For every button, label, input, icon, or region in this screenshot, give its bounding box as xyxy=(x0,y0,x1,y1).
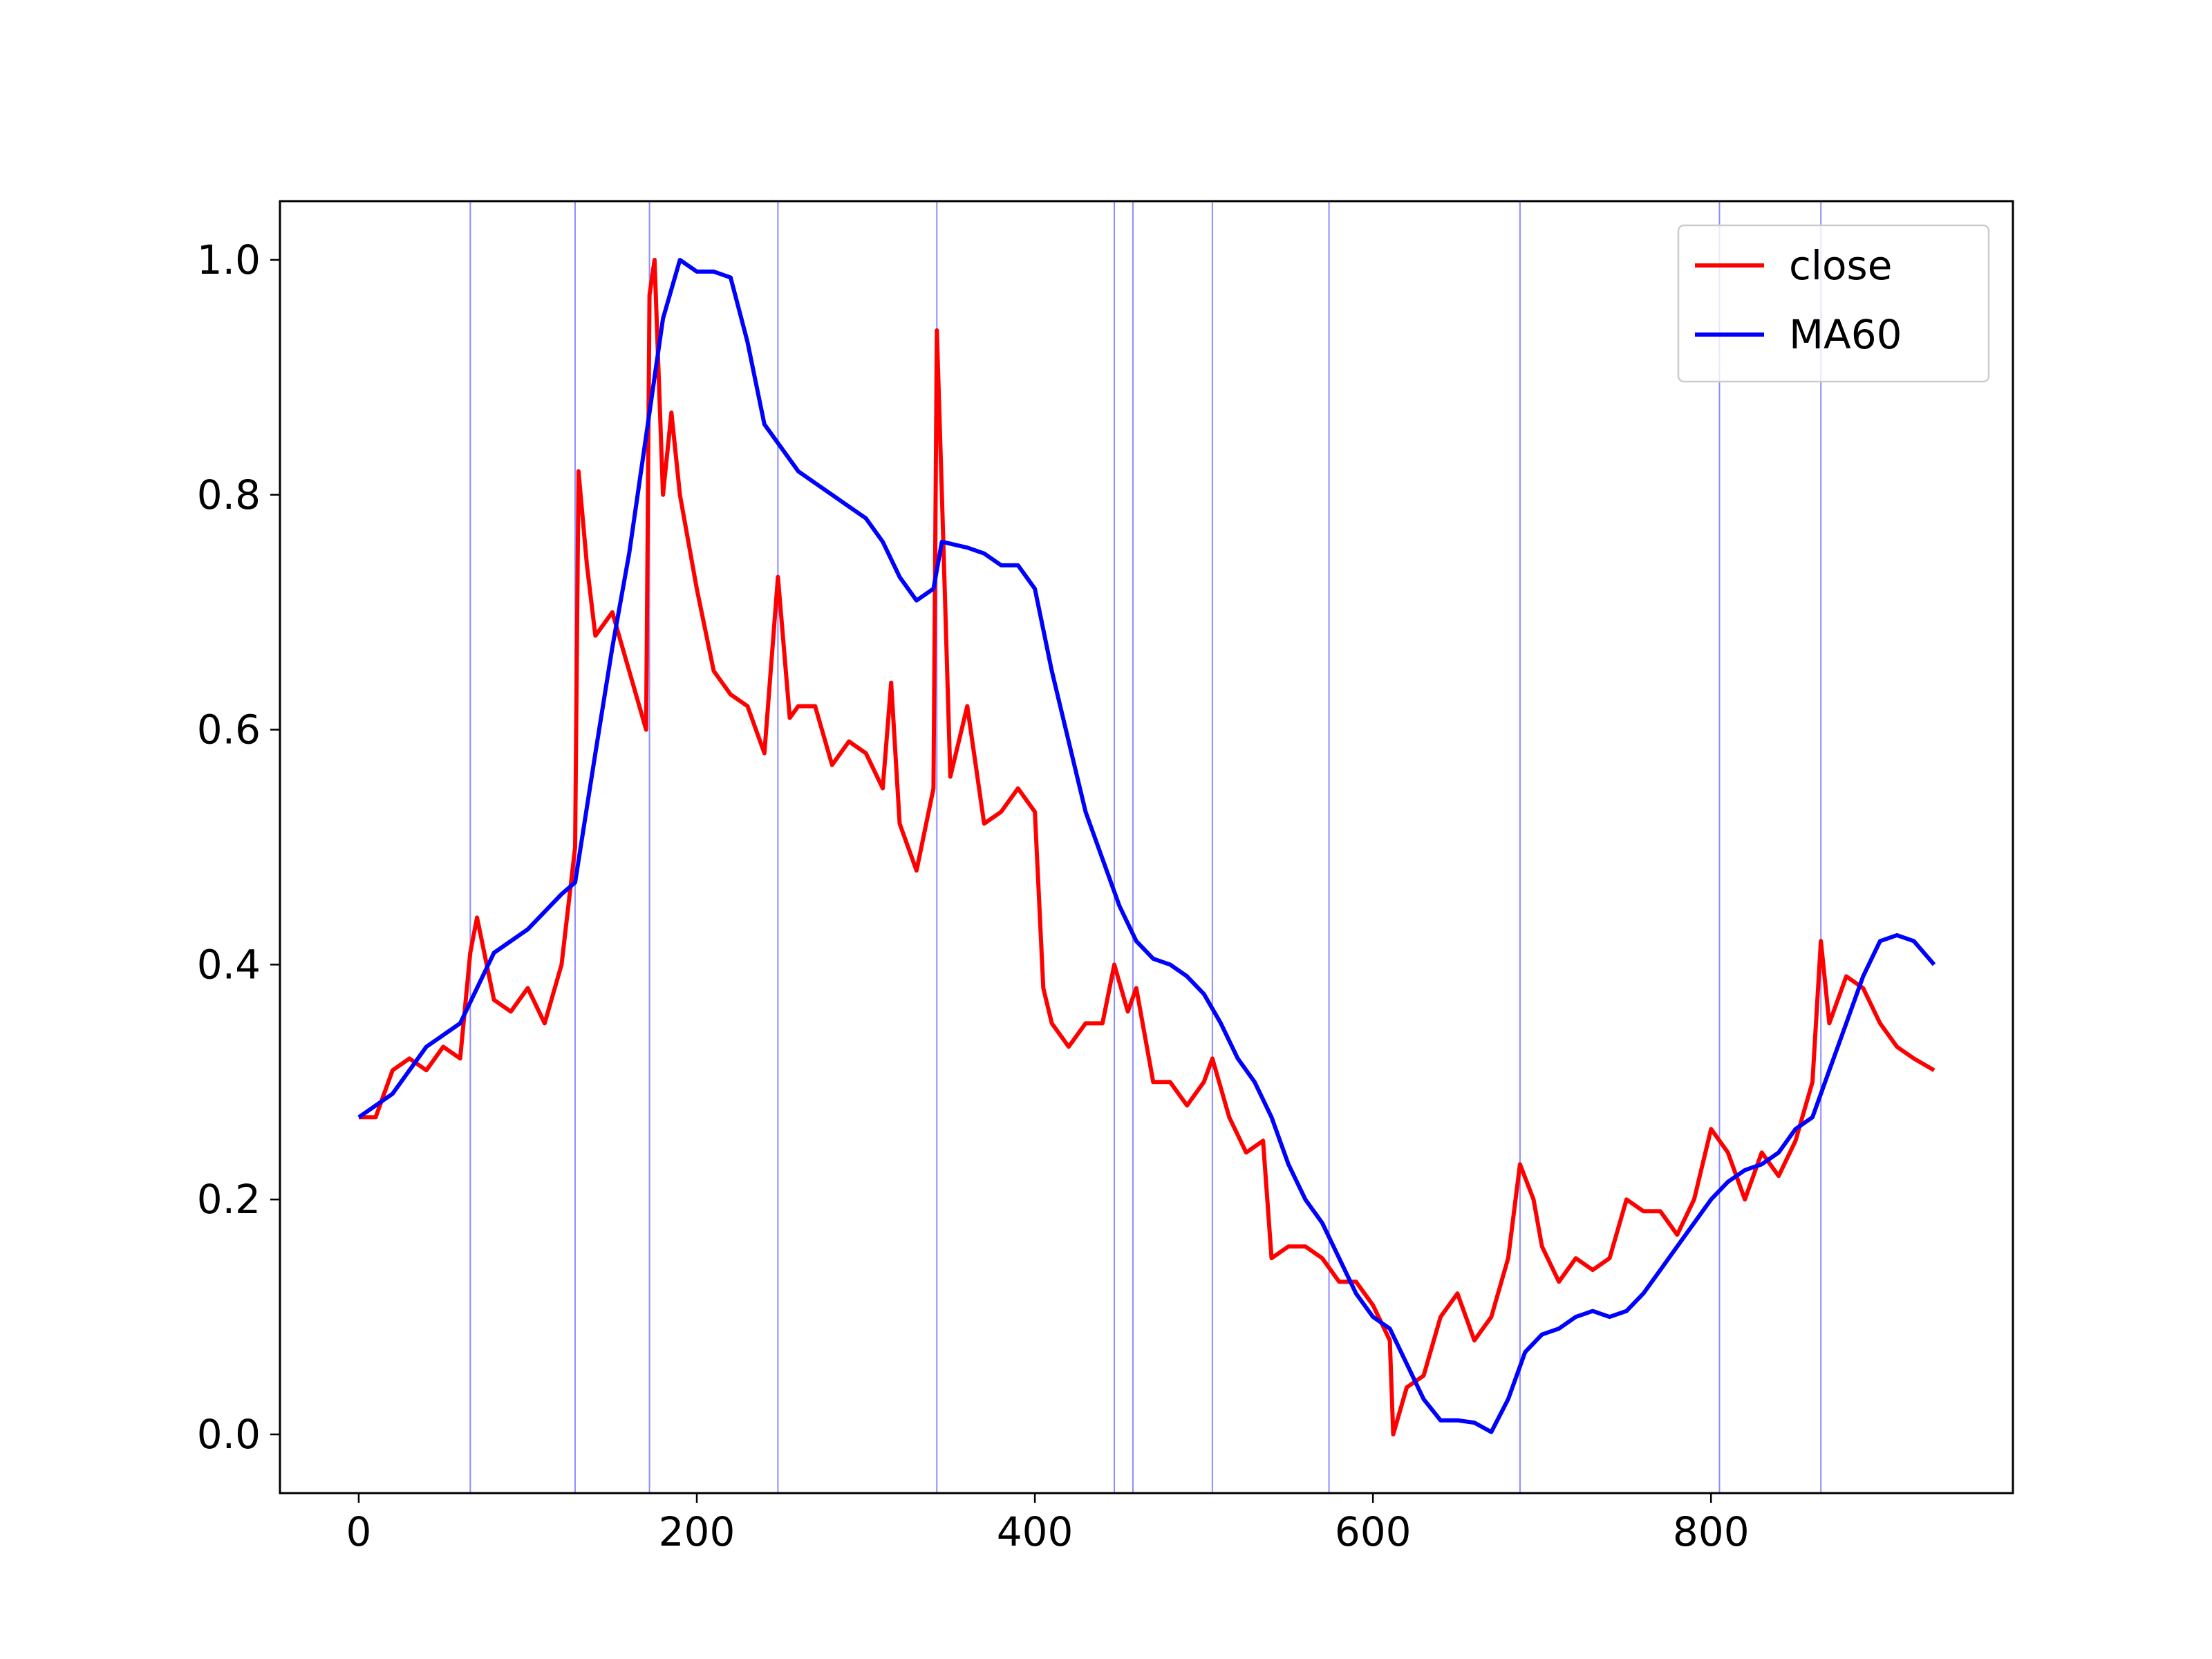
x-tick-label: 200 xyxy=(659,1508,735,1555)
y-tick-label: 1.0 xyxy=(197,236,261,283)
y-tick-label: 0.6 xyxy=(197,706,261,753)
legend-label: close xyxy=(1789,242,1892,289)
plot-frame xyxy=(279,200,2014,1494)
y-tick-label: 0.4 xyxy=(197,941,261,988)
y-tick-label: 0.0 xyxy=(197,1411,261,1458)
x-tick-label: 600 xyxy=(1335,1508,1412,1555)
line-series xyxy=(359,258,1936,1436)
x-tick-label: 400 xyxy=(997,1508,1074,1555)
y-tick-label: 0.8 xyxy=(197,471,261,518)
legend-label: MA60 xyxy=(1789,311,1902,358)
x-tick-label: 800 xyxy=(1673,1508,1750,1555)
y-tick-label: 0.2 xyxy=(197,1176,261,1223)
x-tick-label: 0 xyxy=(346,1508,372,1555)
line-series xyxy=(357,258,1936,1434)
